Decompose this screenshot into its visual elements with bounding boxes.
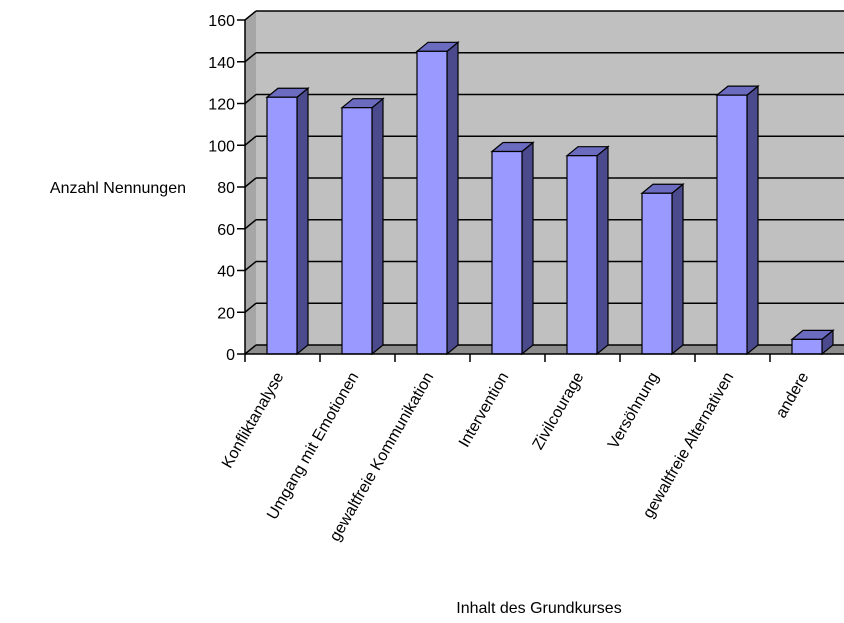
bars bbox=[265, 41, 835, 356]
bar-front bbox=[266, 96, 298, 355]
y-tick-labels: 0 20 40 60 80 100 120 140 160 bbox=[208, 13, 235, 364]
bar bbox=[715, 84, 760, 356]
y-tick-label: 0 bbox=[226, 347, 235, 364]
x-tick-label: andere bbox=[773, 369, 813, 421]
bar-front bbox=[641, 192, 673, 355]
x-axis-label: Inhalt des Grundkurses bbox=[456, 600, 621, 617]
bar-side bbox=[746, 84, 759, 356]
bar-side bbox=[296, 86, 309, 356]
y-tick-label: 160 bbox=[208, 13, 235, 30]
gridline-diagonal bbox=[244, 93, 257, 105]
bar-side bbox=[521, 141, 534, 356]
bar bbox=[790, 329, 835, 356]
plot-floor bbox=[245, 345, 844, 354]
bar-front bbox=[491, 150, 523, 355]
y-tick-label: 80 bbox=[217, 180, 235, 197]
gridline-diagonal bbox=[244, 177, 257, 188]
y-tick-label: 60 bbox=[217, 222, 235, 239]
y-tick-label: 100 bbox=[208, 138, 235, 155]
y-tick-label: 140 bbox=[208, 55, 235, 72]
bar bbox=[415, 41, 460, 356]
x-tick-label: Konfliktanalyse bbox=[219, 369, 288, 471]
bar-front bbox=[791, 338, 823, 355]
bar-side bbox=[446, 41, 459, 356]
gridline-diagonal bbox=[244, 344, 257, 355]
x-tick-label: gewaltfreie Alternativen bbox=[640, 370, 737, 522]
gridline-diagonal bbox=[244, 260, 257, 272]
bar bbox=[265, 86, 310, 356]
bar-side bbox=[371, 97, 384, 356]
bar bbox=[340, 97, 385, 356]
y-tick-label: 40 bbox=[217, 264, 235, 281]
y-tick-label: 20 bbox=[217, 305, 235, 322]
bar-front bbox=[566, 155, 598, 355]
gridline-diagonal bbox=[244, 10, 257, 21]
y-axis-label: Anzahl Nennungen bbox=[50, 180, 186, 197]
gridline-diagonal bbox=[244, 219, 257, 230]
bar bbox=[640, 182, 685, 356]
x-tick-label: Versöhnung bbox=[605, 370, 662, 452]
gridline-diagonal bbox=[244, 52, 257, 63]
bar-front bbox=[341, 107, 373, 355]
x-tick-label: Intervention bbox=[456, 370, 513, 451]
axes bbox=[237, 19, 844, 362]
bar-side bbox=[596, 145, 609, 356]
gridline-diagonal bbox=[244, 302, 257, 313]
y-tick-label: 120 bbox=[208, 97, 235, 114]
bar-front bbox=[716, 94, 748, 355]
x-tick-label: Zivilcourage bbox=[530, 369, 588, 452]
bar bbox=[490, 141, 535, 356]
bar-front bbox=[416, 50, 448, 355]
gridline-diagonal bbox=[244, 135, 257, 146]
bar bbox=[565, 145, 610, 356]
bar-side bbox=[671, 182, 684, 356]
